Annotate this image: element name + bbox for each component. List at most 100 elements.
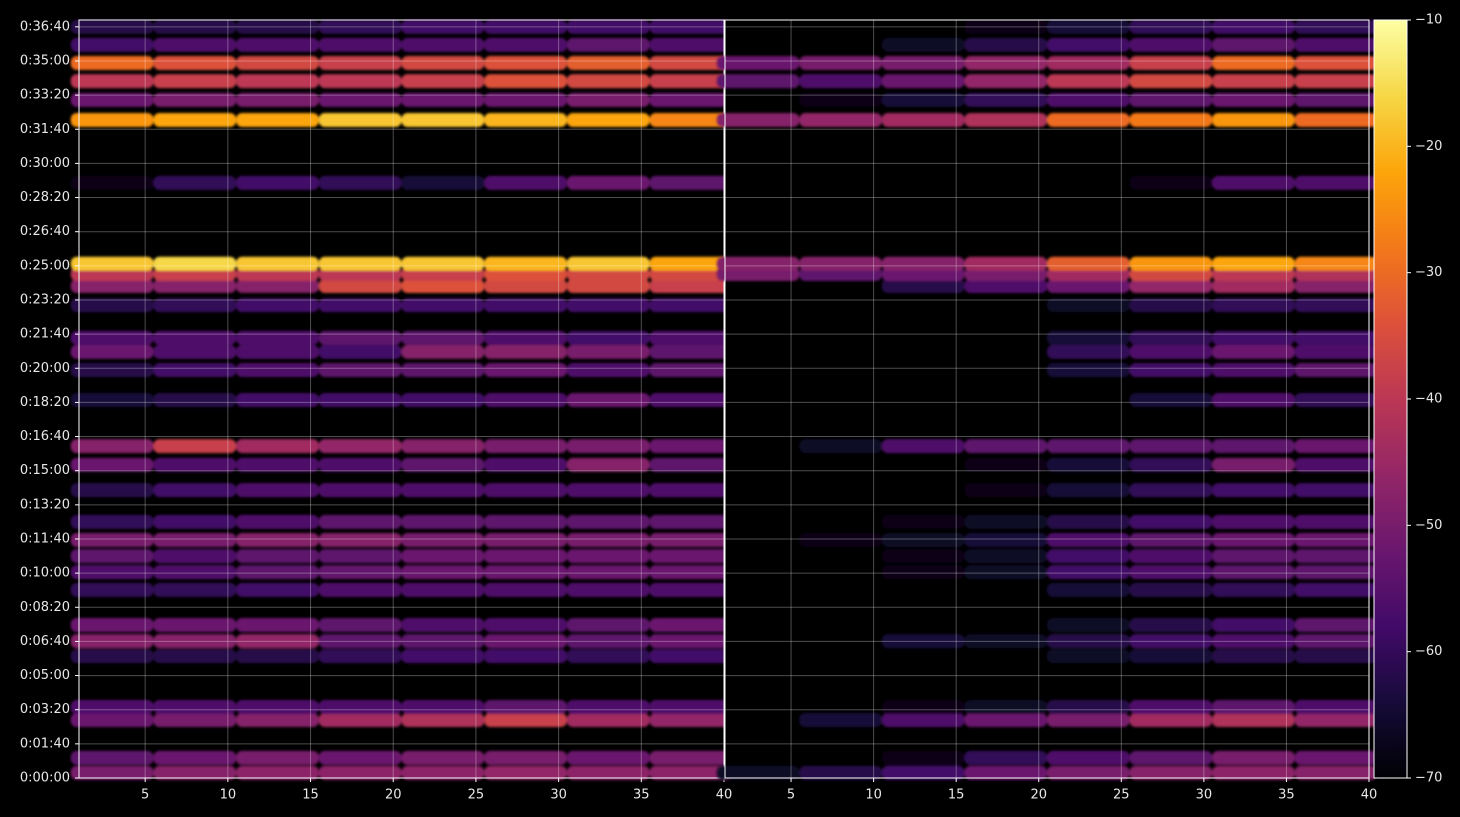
heat-cell	[1129, 618, 1213, 633]
heat-cell	[881, 256, 965, 271]
heat-cell	[236, 649, 319, 664]
heat-cell	[318, 56, 402, 71]
heat-cell	[566, 649, 650, 664]
heat-cell	[964, 439, 1047, 454]
y-tick-label: 0:23:20	[20, 292, 70, 307]
y-tick-label: 0:21:40	[20, 327, 70, 342]
heat-cell	[484, 330, 567, 345]
heat-cell	[1212, 113, 1295, 128]
heat-cell	[1047, 344, 1130, 359]
heat-cell	[153, 549, 237, 564]
heat-cell	[153, 298, 237, 313]
heat-cell	[881, 278, 965, 293]
heat-cell	[1047, 439, 1130, 454]
heat-cell	[70, 457, 154, 472]
heat-cell	[1129, 92, 1213, 107]
heat-cell	[70, 298, 154, 313]
heat-cell	[566, 699, 650, 714]
x-tick-label: 15	[948, 788, 965, 803]
heat-cell	[318, 549, 402, 564]
heat-cell	[236, 37, 319, 52]
colorbar-tick-label: −40	[1415, 392, 1442, 407]
heat-cell	[566, 483, 650, 498]
heat-cell	[401, 750, 485, 765]
heat-cell	[318, 330, 402, 345]
heat-cell	[1047, 533, 1130, 548]
heat-cell	[799, 56, 882, 71]
heat-cell	[484, 37, 567, 52]
heat-cell	[881, 565, 965, 580]
heat-cell	[1294, 618, 1378, 633]
heat-cell	[318, 533, 402, 548]
heat-cell	[318, 92, 402, 107]
heat-cell	[716, 256, 800, 271]
heat-cell	[484, 582, 567, 597]
heat-cell	[649, 457, 733, 472]
heat-cell	[1129, 113, 1213, 128]
heat-cell	[401, 393, 485, 408]
heat-cell	[1212, 514, 1295, 529]
plot-frame	[78, 19, 725, 779]
y-tick-label: 0:11:40	[20, 531, 70, 546]
x-tick-label: 40	[716, 788, 733, 803]
heat-cell	[1047, 565, 1130, 580]
heat-cell	[881, 37, 965, 52]
heat-cell	[484, 56, 567, 71]
heat-cell	[236, 362, 319, 377]
heat-cell	[881, 533, 965, 548]
heat-cell	[799, 439, 882, 454]
heat-cell	[153, 582, 237, 597]
heat-cell	[484, 549, 567, 564]
heat-cell	[1212, 56, 1295, 71]
heat-cell	[1047, 618, 1130, 633]
heat-cell	[566, 393, 650, 408]
heat-cell	[484, 113, 567, 128]
heat-cell	[1212, 393, 1295, 408]
heat-cell	[70, 278, 154, 293]
heat-cell	[649, 483, 733, 498]
heat-cell	[964, 514, 1047, 529]
heat-cell	[881, 514, 965, 529]
x-tick-label: 30	[550, 788, 567, 803]
heat-cell	[881, 712, 965, 727]
heat-cell	[401, 278, 485, 293]
heat-cell	[153, 634, 237, 649]
heat-cell	[318, 74, 402, 89]
heat-cell	[318, 278, 402, 293]
heat-cell	[70, 582, 154, 597]
heat-cell	[1212, 750, 1295, 765]
heat-cell	[401, 765, 485, 780]
heat-cell	[401, 19, 485, 34]
heat-cell	[1212, 37, 1295, 52]
heat-cell	[1047, 256, 1130, 271]
heat-cell	[1212, 582, 1295, 597]
heat-cell	[1047, 37, 1130, 52]
heat-cell	[70, 649, 154, 664]
heat-cell	[566, 344, 650, 359]
heat-cell	[649, 439, 733, 454]
heat-cell	[236, 483, 319, 498]
heat-cell	[649, 330, 733, 345]
heat-cell	[484, 175, 567, 190]
heat-cell	[1212, 278, 1295, 293]
heat-cell	[964, 483, 1047, 498]
heat-cell	[566, 712, 650, 727]
x-tick-label: 10	[865, 788, 882, 803]
heat-cell	[649, 765, 733, 780]
heat-cell	[1212, 439, 1295, 454]
heat-cell	[1047, 330, 1130, 345]
heat-cell	[484, 750, 567, 765]
heat-cell	[1129, 37, 1213, 52]
heat-cell	[70, 393, 154, 408]
heat-cell	[566, 618, 650, 633]
y-tick-label: 0:16:40	[20, 429, 70, 444]
heat-cell	[401, 699, 485, 714]
heat-cell	[401, 362, 485, 377]
x-tick-label: 5	[141, 788, 149, 803]
heat-cell	[70, 175, 154, 190]
heat-cell	[1294, 298, 1378, 313]
heat-cell	[1047, 649, 1130, 664]
heat-cell	[1294, 582, 1378, 597]
y-tick-label: 0:13:20	[20, 497, 70, 512]
heat-cell	[1294, 439, 1378, 454]
